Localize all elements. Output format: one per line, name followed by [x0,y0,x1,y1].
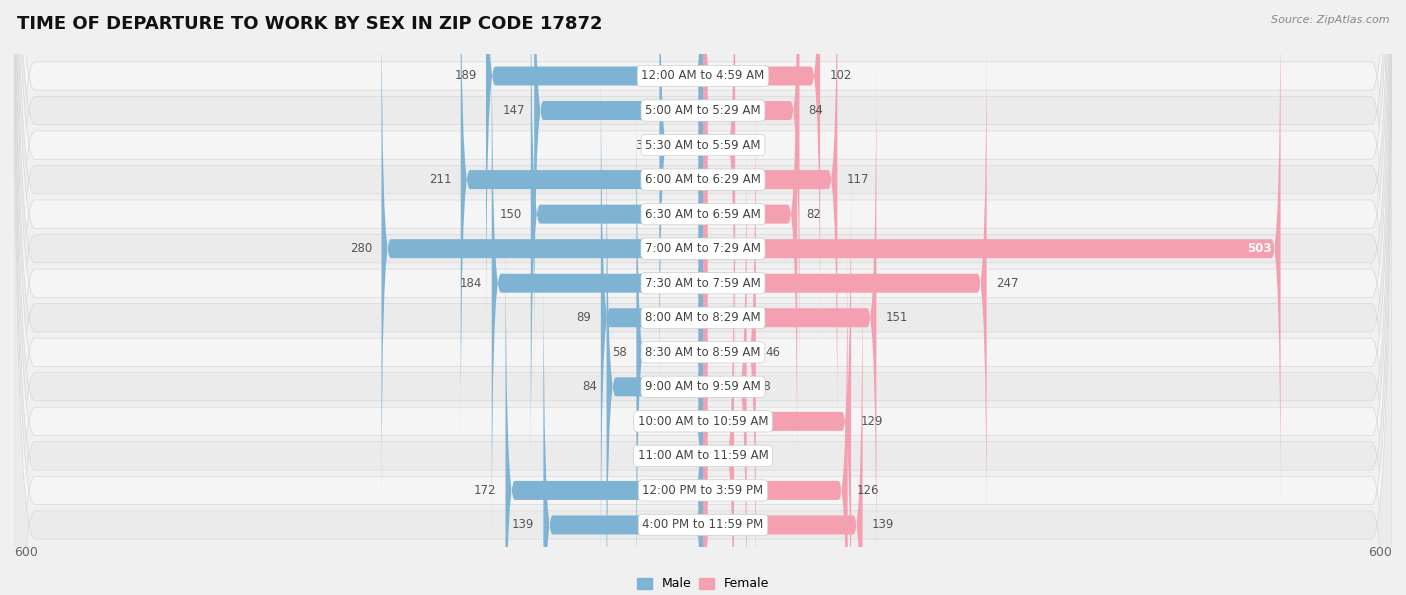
FancyBboxPatch shape [14,0,1392,595]
FancyBboxPatch shape [703,0,820,343]
FancyBboxPatch shape [492,17,703,550]
FancyBboxPatch shape [14,0,1392,595]
FancyBboxPatch shape [14,0,1392,595]
Text: TIME OF DEPARTURE TO WORK BY SEX IN ZIP CODE 17872: TIME OF DEPARTURE TO WORK BY SEX IN ZIP … [17,15,602,33]
FancyBboxPatch shape [14,0,1392,595]
Text: 12:00 AM to 4:59 AM: 12:00 AM to 4:59 AM [641,70,765,83]
Text: 102: 102 [830,70,852,83]
Text: 5:30 AM to 5:59 AM: 5:30 AM to 5:59 AM [645,139,761,152]
Text: 8:00 AM to 8:29 AM: 8:00 AM to 8:29 AM [645,311,761,324]
Text: 139: 139 [872,518,894,531]
FancyBboxPatch shape [14,0,1392,595]
FancyBboxPatch shape [14,0,1392,595]
FancyBboxPatch shape [703,86,756,595]
FancyBboxPatch shape [531,0,703,481]
Text: 84: 84 [808,104,824,117]
FancyBboxPatch shape [534,0,703,377]
Text: 211: 211 [429,173,451,186]
FancyBboxPatch shape [14,0,1392,595]
Text: 8:30 AM to 8:59 AM: 8:30 AM to 8:59 AM [645,346,761,359]
Text: 6:30 AM to 6:59 AM: 6:30 AM to 6:59 AM [645,208,761,221]
FancyBboxPatch shape [600,51,703,584]
Text: 150: 150 [499,208,522,221]
Text: 247: 247 [995,277,1018,290]
Text: 12:00 PM to 3:59 PM: 12:00 PM to 3:59 PM [643,484,763,497]
FancyBboxPatch shape [14,0,1392,595]
Text: 280: 280 [350,242,373,255]
Text: 5:00 AM to 5:29 AM: 5:00 AM to 5:29 AM [645,104,761,117]
FancyBboxPatch shape [14,0,1392,595]
FancyBboxPatch shape [703,224,848,595]
FancyBboxPatch shape [703,0,838,446]
FancyBboxPatch shape [703,120,747,595]
Text: 84: 84 [582,380,598,393]
Text: 38: 38 [756,380,770,393]
Text: 4:00 PM to 11:59 PM: 4:00 PM to 11:59 PM [643,518,763,531]
FancyBboxPatch shape [543,258,703,595]
FancyBboxPatch shape [703,0,800,377]
FancyBboxPatch shape [659,0,703,412]
Text: 28: 28 [744,139,759,152]
FancyBboxPatch shape [703,17,987,550]
Text: 151: 151 [886,311,908,324]
FancyBboxPatch shape [703,51,876,584]
Text: 10:00 AM to 10:59 AM: 10:00 AM to 10:59 AM [638,415,768,428]
FancyBboxPatch shape [703,155,851,595]
Text: 184: 184 [460,277,482,290]
FancyBboxPatch shape [14,0,1392,595]
Text: 27: 27 [744,449,758,462]
Legend: Male, Female: Male, Female [631,572,775,595]
Text: 58: 58 [613,346,627,359]
FancyBboxPatch shape [381,0,703,515]
FancyBboxPatch shape [461,0,703,446]
Text: 9:00 AM to 9:59 AM: 9:00 AM to 9:59 AM [645,380,761,393]
FancyBboxPatch shape [506,224,703,595]
Text: 89: 89 [576,311,592,324]
Text: 503: 503 [1247,242,1271,255]
Text: 147: 147 [502,104,524,117]
FancyBboxPatch shape [486,0,703,343]
Text: 7:00 AM to 7:29 AM: 7:00 AM to 7:29 AM [645,242,761,255]
Text: 11:00 AM to 11:59 AM: 11:00 AM to 11:59 AM [638,449,768,462]
Text: 600: 600 [1368,546,1392,559]
Text: 6:00 AM to 6:29 AM: 6:00 AM to 6:29 AM [645,173,761,186]
FancyBboxPatch shape [703,0,735,412]
Text: 172: 172 [474,484,496,497]
FancyBboxPatch shape [693,155,710,595]
FancyBboxPatch shape [703,258,863,595]
FancyBboxPatch shape [14,0,1392,595]
FancyBboxPatch shape [637,86,703,595]
Text: 7:30 AM to 7:59 AM: 7:30 AM to 7:59 AM [645,277,761,290]
Text: 46: 46 [765,346,780,359]
FancyBboxPatch shape [606,120,703,595]
Text: 189: 189 [454,70,477,83]
FancyBboxPatch shape [703,189,734,595]
Text: 129: 129 [860,415,883,428]
FancyBboxPatch shape [14,0,1392,595]
Text: Source: ZipAtlas.com: Source: ZipAtlas.com [1271,15,1389,25]
Text: 139: 139 [512,518,534,531]
Text: 82: 82 [807,208,821,221]
Text: 38: 38 [636,139,650,152]
Text: 126: 126 [856,484,879,497]
FancyBboxPatch shape [14,0,1392,595]
FancyBboxPatch shape [14,0,1392,595]
Text: 2: 2 [683,415,692,428]
Text: 117: 117 [846,173,869,186]
FancyBboxPatch shape [703,0,797,481]
Text: 0: 0 [686,449,693,462]
Text: 600: 600 [14,546,38,559]
FancyBboxPatch shape [703,0,1281,515]
